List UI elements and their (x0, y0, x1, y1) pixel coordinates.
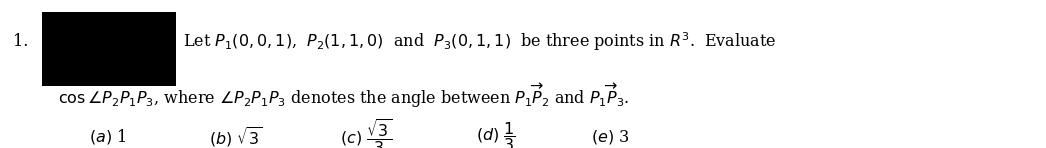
Text: 1.: 1. (13, 33, 28, 50)
Text: $(d)$ $\dfrac{1}{3}$: $(d)$ $\dfrac{1}{3}$ (476, 120, 516, 148)
Text: $\cos \angle P_2P_1P_3$, where $\angle P_2P_1P_3$ denotes the angle between $\ov: $\cos \angle P_2P_1P_3$, where $\angle P… (58, 81, 629, 110)
Text: $(c)$ $\dfrac{\sqrt{3}}{3}$: $(c)$ $\dfrac{\sqrt{3}}{3}$ (340, 117, 392, 148)
Text: Let $P_1(0,0,1)$,  $P_2(1,1,0)$  and  $P_3(0,1,1)$  be three points in $R^3$.  E: Let $P_1(0,0,1)$, $P_2(1,1,0)$ and $P_3(… (183, 30, 776, 53)
Text: $(a)$ 1: $(a)$ 1 (89, 127, 127, 146)
Text: $(e)$ 3: $(e)$ 3 (591, 128, 630, 146)
Bar (42, 12, 176, 86)
Text: $(b)$ $\sqrt{3}$: $(b)$ $\sqrt{3}$ (209, 125, 263, 148)
